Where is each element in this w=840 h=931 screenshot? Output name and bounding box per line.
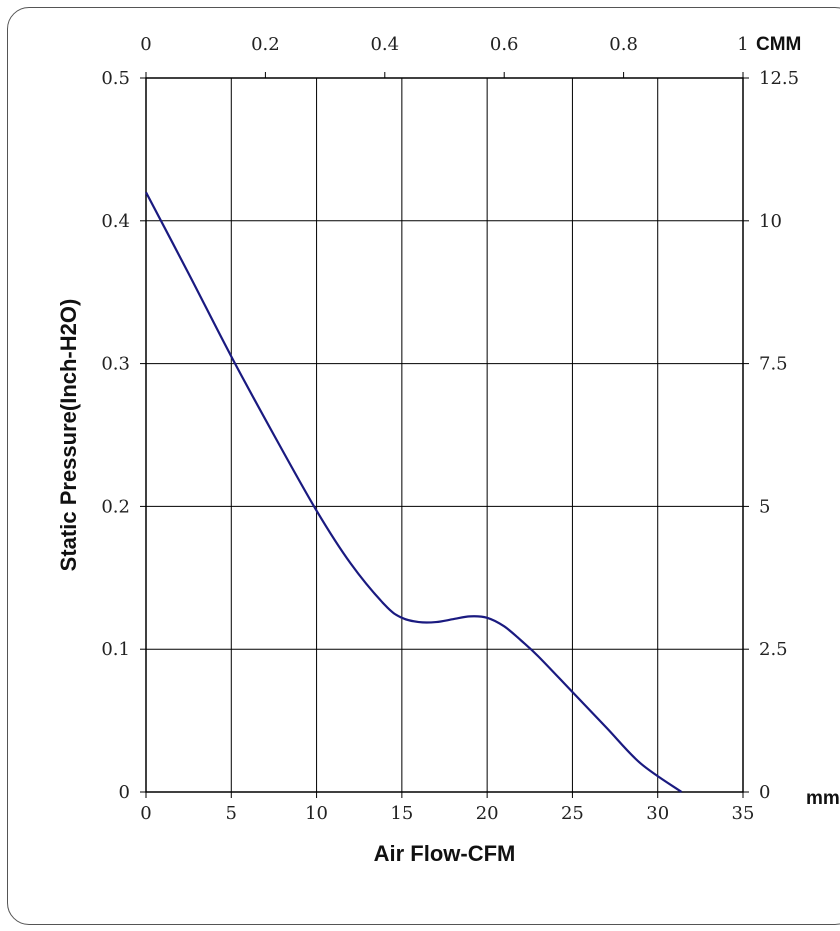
x-tick-label: 25 [561, 803, 584, 824]
top-axis-unit: CMM [756, 34, 801, 55]
y-tick-label: 0 [119, 782, 130, 803]
series-line [145, 191, 683, 793]
y-tick-label: 0.2 [101, 496, 130, 517]
y2-tick-label: 7.5 [759, 354, 788, 375]
y-tick-label: 0.4 [101, 211, 130, 232]
x-tick-label: 10 [305, 803, 328, 824]
y2-tick-label: 10 [759, 211, 782, 232]
x-tick-label: 5 [226, 803, 237, 824]
chart-frame [7, 7, 840, 925]
series-layer [145, 191, 683, 793]
y-axis-title: Static Pressure(Inch-H2O) [56, 299, 81, 572]
y-tick-label: 0.5 [101, 68, 130, 89]
x-tick-label: 30 [646, 803, 669, 824]
y2-tick-label: 5 [759, 496, 770, 517]
y2-tick-label: 0 [759, 782, 770, 803]
axis-ticks [140, 72, 749, 798]
plot-area [145, 77, 744, 793]
y2-tick-label: 2.5 [759, 639, 788, 660]
x-tick-label: 0 [140, 803, 151, 824]
x2-tick-label: 0.2 [251, 34, 280, 55]
y2-tick-label: 12.5 [759, 68, 799, 89]
y-tick-label: 0.1 [101, 639, 130, 660]
y-tick-label: 0.3 [101, 354, 130, 375]
x-tick-label: 35 [732, 803, 755, 824]
x2-tick-label: 0 [140, 34, 151, 55]
x2-tick-label: 0.8 [609, 34, 638, 55]
x2-tick-label: 0.6 [490, 34, 519, 55]
x-tick-label: 15 [390, 803, 413, 824]
x2-tick-label: 0.4 [370, 34, 399, 55]
x2-tick-label: 1 [737, 34, 748, 55]
x-tick-label: 20 [476, 803, 499, 824]
x-axis-title: Air Flow-CFM [374, 841, 516, 866]
grid-lines [146, 78, 743, 792]
right-axis-unit: mm [806, 788, 840, 809]
